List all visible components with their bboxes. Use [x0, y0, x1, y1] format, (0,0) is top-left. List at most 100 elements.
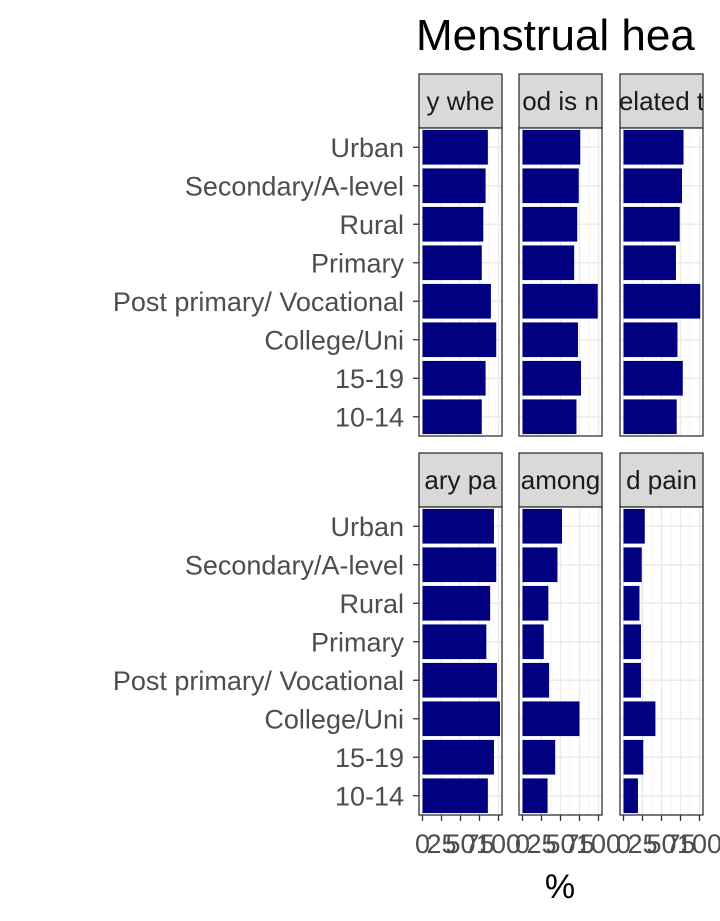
bar	[422, 739, 494, 775]
bar	[623, 322, 678, 358]
x-tick-label: 0	[616, 829, 631, 859]
bar	[422, 778, 488, 814]
facet-strip	[619, 73, 704, 129]
y-tick-label: College/Uni	[264, 325, 404, 355]
bar	[623, 399, 677, 435]
x-tick-label: 0	[415, 829, 430, 859]
bar	[623, 701, 656, 737]
bar	[422, 701, 501, 737]
bar	[623, 662, 641, 698]
y-tick-label: Urban	[330, 512, 404, 542]
facet-strip-label: od is n	[522, 86, 599, 116]
y-tick-label: 10-14	[335, 402, 404, 432]
bar	[422, 245, 482, 281]
bar	[522, 245, 575, 281]
bar	[422, 662, 497, 698]
bar-series	[623, 508, 656, 814]
bar	[522, 399, 577, 435]
chart-title: Menstrual hea	[416, 11, 695, 60]
bar	[623, 283, 701, 319]
bar	[422, 168, 486, 204]
facet-strip	[518, 73, 603, 129]
y-tick-label: Post primary/ Vocational	[113, 287, 404, 317]
bar	[522, 322, 578, 358]
bar	[522, 360, 582, 396]
x-tick-label: 50	[545, 829, 575, 859]
bar	[422, 508, 494, 544]
y-tick-label: Post primary/ Vocational	[113, 666, 404, 696]
bar-series	[522, 129, 598, 435]
bar	[623, 206, 680, 242]
bar	[422, 283, 491, 319]
bar	[522, 129, 581, 165]
bar	[522, 206, 578, 242]
bar	[522, 547, 558, 583]
bar	[623, 168, 683, 204]
bar	[422, 129, 488, 165]
x-tick-label: 0	[515, 829, 530, 859]
bar	[522, 508, 563, 544]
bar	[422, 399, 482, 435]
bar	[623, 624, 641, 660]
y-tick-label: Urban	[330, 133, 404, 163]
y-tick-label: Primary	[311, 627, 404, 657]
bar	[522, 739, 556, 775]
x-tick-label: 50	[445, 829, 475, 859]
x-tick-label: 50	[646, 829, 676, 859]
x-tick-label: 25	[627, 829, 657, 859]
facet-strip-label: elated t	[619, 86, 705, 116]
y-tick-label: Rural	[339, 210, 404, 240]
bar	[422, 360, 486, 396]
facet-strip-label: among	[521, 465, 601, 495]
bar	[522, 624, 544, 660]
bar	[422, 206, 484, 242]
bar	[623, 739, 644, 775]
facet-strip-label: y whe	[427, 86, 495, 116]
x-tick-label: 75	[665, 829, 695, 859]
bar	[522, 283, 598, 319]
bar	[522, 662, 550, 698]
facet-strip-label: ary pa	[424, 465, 497, 495]
x-tick-label: 100	[677, 829, 720, 859]
panel-border	[418, 127, 503, 437]
y-tick-label: Secondary/A-level	[185, 171, 404, 201]
bar-series	[522, 508, 580, 814]
facet-strip	[619, 452, 704, 508]
panel-border	[518, 127, 603, 437]
x-tick-label: 25	[526, 829, 556, 859]
y-tick-label: Primary	[311, 248, 404, 278]
y-tick-label: 15-19	[335, 364, 404, 394]
y-tick-label: College/Uni	[264, 704, 404, 734]
bar	[623, 360, 683, 396]
bar-series	[422, 508, 501, 814]
y-tick-label: 10-14	[335, 781, 404, 811]
bar	[522, 778, 548, 814]
panel-border	[619, 127, 704, 437]
bar-series	[422, 129, 497, 435]
bar	[522, 701, 580, 737]
y-tick-label: 15-19	[335, 743, 404, 773]
x-tick-label: 75	[464, 829, 494, 859]
x-tick-label: 100	[476, 829, 521, 859]
x-tick-label: 25	[426, 829, 456, 859]
facet-strip	[518, 452, 603, 508]
bar	[422, 585, 491, 621]
bar	[623, 585, 640, 621]
bar	[623, 245, 676, 281]
x-axis-title: %	[545, 868, 575, 906]
bar-series	[623, 129, 701, 435]
facet-strip-label: d pain	[626, 465, 697, 495]
y-tick-label: Rural	[339, 589, 404, 619]
facet-strip	[418, 452, 503, 508]
facet-strip	[418, 73, 503, 129]
bar	[623, 778, 638, 814]
bar	[422, 547, 497, 583]
x-tick-label: 100	[576, 829, 621, 859]
bar	[522, 168, 579, 204]
bar	[623, 547, 642, 583]
bar	[422, 322, 497, 358]
bar	[422, 624, 487, 660]
panels-group: y whe Urban Secondary/A-level Rural Primary P…	[113, 73, 720, 859]
bar	[623, 508, 645, 544]
